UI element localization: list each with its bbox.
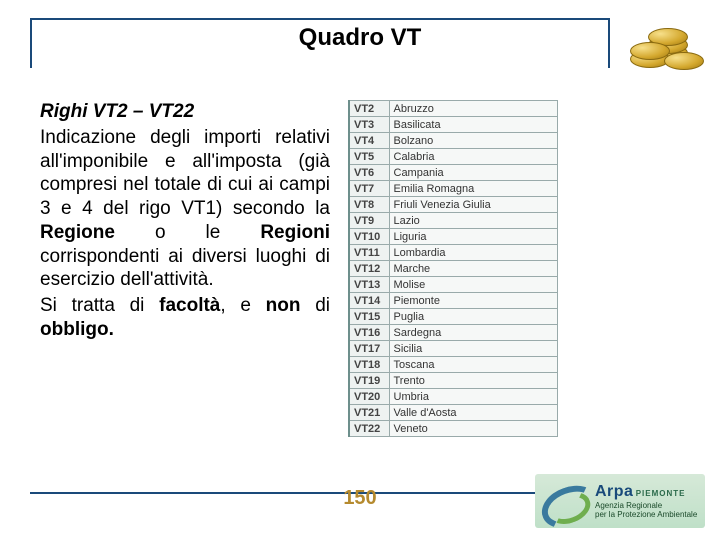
region-row: VT18Toscana: [349, 357, 558, 373]
region-code: VT20: [349, 389, 389, 405]
region-code: VT16: [349, 325, 389, 341]
coins-icon: [630, 10, 700, 70]
bottom-rule: [30, 492, 610, 494]
region-name: Liguria: [389, 229, 558, 245]
content-area: Righi VT2 – VT22 Indicazione degli impor…: [40, 100, 680, 460]
p1-t2: o le: [115, 222, 260, 243]
region-name: Veneto: [389, 421, 558, 437]
region-code: VT22: [349, 421, 389, 437]
region-row: VT9Lazio: [349, 213, 558, 229]
p2-b1: facoltà: [159, 295, 220, 316]
p1-t0: Indicazione degli importi relativi all'i…: [40, 127, 330, 219]
p1-t4: corrispondenti ai diversi luoghi di eser…: [40, 246, 330, 291]
description-paragraph-2: Si tratta di facoltà, e non di obbligo.: [40, 294, 330, 342]
region-name: Lazio: [389, 213, 558, 229]
region-row: VT22Veneto: [349, 421, 558, 437]
region-code: VT17: [349, 341, 389, 357]
region-code: VT3: [349, 117, 389, 133]
region-code: VT7: [349, 181, 389, 197]
region-code: VT8: [349, 197, 389, 213]
region-row: VT7Emilia Romagna: [349, 181, 558, 197]
region-code: VT5: [349, 149, 389, 165]
p1-b3: Regioni: [260, 222, 330, 243]
region-row: VT6Campania: [349, 165, 558, 181]
arpa-logo: Arpa PIEMONTE Agenzia Regionale per la P…: [535, 474, 705, 528]
rows-heading: Righi VT2 – VT22: [40, 100, 330, 124]
region-row: VT20Umbria: [349, 389, 558, 405]
region-row: VT5Calabria: [349, 149, 558, 165]
region-name: Basilicata: [389, 117, 558, 133]
region-name: Emilia Romagna: [389, 181, 558, 197]
p2-t2: , e: [220, 295, 265, 316]
p1-b1: Regione: [40, 222, 115, 243]
p2-t0: Si tratta di: [40, 295, 159, 316]
region-row: VT17Sicilia: [349, 341, 558, 357]
region-name: Molise: [389, 277, 558, 293]
region-code: VT21: [349, 405, 389, 421]
region-name: Trento: [389, 373, 558, 389]
logo-sub1: Agenzia Regionale: [595, 501, 697, 510]
logo-region: PIEMONTE: [636, 489, 686, 498]
region-code: VT19: [349, 373, 389, 389]
region-row: VT16Sardegna: [349, 325, 558, 341]
description-column: Righi VT2 – VT22 Indicazione degli impor…: [40, 100, 330, 460]
region-code: VT18: [349, 357, 389, 373]
arpa-swish-icon: [541, 481, 589, 521]
region-row: VT21Valle d'Aosta: [349, 405, 558, 421]
region-row: VT4Bolzano: [349, 133, 558, 149]
region-code: VT9: [349, 213, 389, 229]
region-name: Lombardia: [389, 245, 558, 261]
region-row: VT12Marche: [349, 261, 558, 277]
region-name: Calabria: [389, 149, 558, 165]
region-name: Bolzano: [389, 133, 558, 149]
p2-b5: obbligo.: [40, 319, 114, 340]
region-code: VT6: [349, 165, 389, 181]
region-code: VT15: [349, 309, 389, 325]
region-row: VT14Piemonte: [349, 293, 558, 309]
arpa-logo-text: Arpa PIEMONTE Agenzia Regionale per la P…: [595, 483, 697, 520]
region-name: Friuli Venezia Giulia: [389, 197, 558, 213]
region-name: Puglia: [389, 309, 558, 325]
region-name: Sicilia: [389, 341, 558, 357]
page-title: Quadro VT: [285, 24, 436, 52]
region-name: Abruzzo: [389, 101, 558, 117]
region-name: Toscana: [389, 357, 558, 373]
region-code: VT4: [349, 133, 389, 149]
region-table-column: VT2AbruzzoVT3BasilicataVT4BolzanoVT5Cala…: [348, 100, 558, 460]
region-code: VT11: [349, 245, 389, 261]
region-name: Umbria: [389, 389, 558, 405]
region-code: VT2: [349, 101, 389, 117]
region-name: Valle d'Aosta: [389, 405, 558, 421]
region-row: VT8Friuli Venezia Giulia: [349, 197, 558, 213]
region-row: VT13Molise: [349, 277, 558, 293]
region-row: VT2Abruzzo: [349, 101, 558, 117]
region-name: Marche: [389, 261, 558, 277]
region-row: VT11Lombardia: [349, 245, 558, 261]
region-table: VT2AbruzzoVT3BasilicataVT4BolzanoVT5Cala…: [348, 100, 558, 437]
region-row: VT3Basilicata: [349, 117, 558, 133]
region-code: VT12: [349, 261, 389, 277]
p2-t4: di: [300, 295, 330, 316]
region-code: VT13: [349, 277, 389, 293]
region-code: VT14: [349, 293, 389, 309]
region-row: VT10Liguria: [349, 229, 558, 245]
region-row: VT15Puglia: [349, 309, 558, 325]
region-name: Campania: [389, 165, 558, 181]
description-paragraph-1: Indicazione degli importi relativi all'i…: [40, 126, 330, 292]
logo-sub2: per la Protezione Ambientale: [595, 510, 697, 519]
region-code: VT10: [349, 229, 389, 245]
page-number-center: 150: [343, 487, 376, 510]
region-name: Sardegna: [389, 325, 558, 341]
logo-brand: Arpa: [595, 483, 633, 500]
p2-b3: non: [266, 295, 301, 316]
region-row: VT19Trento: [349, 373, 558, 389]
region-name: Piemonte: [389, 293, 558, 309]
